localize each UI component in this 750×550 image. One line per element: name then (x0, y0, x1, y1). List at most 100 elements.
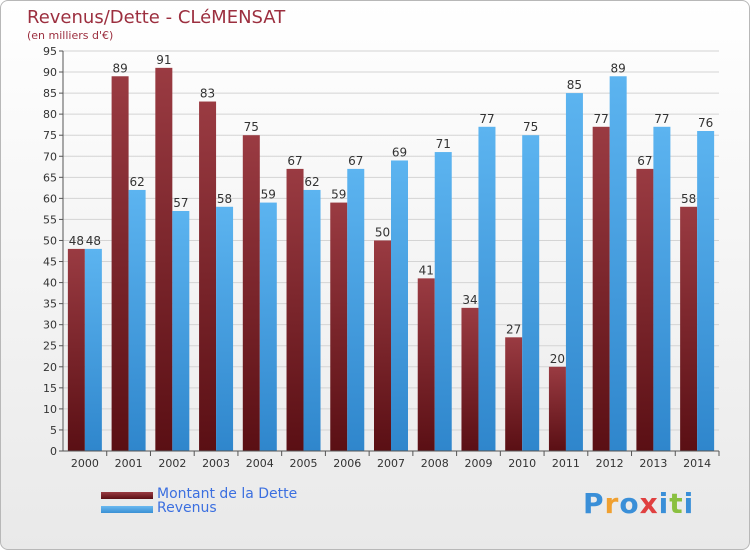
y-tick-label: 65 (43, 171, 57, 184)
data-label-revenus-2006: 67 (348, 154, 363, 168)
y-tick-label: 10 (43, 403, 57, 416)
bar-dette-2003 (199, 101, 217, 452)
legend-swatch-dette (101, 492, 153, 499)
y-tick-label: 70 (43, 150, 57, 163)
data-label-dette-2006: 59 (331, 188, 346, 202)
bar-revenus-2004 (259, 202, 277, 451)
bar-revenus-2003 (216, 206, 234, 451)
x-tick-label-2004: 2004 (246, 457, 274, 470)
bar-revenus-2009 (478, 126, 496, 451)
bar-revenus-2006 (347, 168, 365, 452)
bars (67, 67, 715, 452)
data-label-dette-2004: 75 (244, 120, 259, 134)
bar-dette-2007 (374, 240, 391, 451)
bar-revenus-2010 (522, 135, 540, 452)
chart-subtitle: (en milliers d'€) (27, 29, 114, 42)
bar-revenus-2000 (84, 248, 102, 451)
bar-revenus-2014 (697, 131, 715, 451)
bar-dette-2014 (680, 206, 698, 451)
bar-dette-2008 (417, 278, 435, 451)
x-tick-label-2013: 2013 (639, 457, 667, 470)
bar-revenus-2012 (609, 76, 627, 452)
bar-dette-2001 (111, 76, 129, 452)
data-label-revenus-2005: 62 (304, 175, 319, 189)
x-tick-label-2000: 2000 (71, 457, 99, 470)
x-tick-label-2005: 2005 (290, 457, 318, 470)
data-label-revenus-2007: 69 (392, 145, 407, 159)
y-tick-label: 35 (43, 298, 57, 311)
logo-letter: x (639, 487, 659, 520)
y-tick-label: 5 (50, 424, 57, 437)
x-tick-label-2002: 2002 (158, 457, 186, 470)
data-label-dette-2014: 58 (681, 192, 696, 206)
logo-letter: P (583, 487, 605, 520)
legend-label-revenus: Revenus (157, 500, 217, 516)
x-tick-label-2007: 2007 (377, 457, 405, 470)
data-label-revenus-2004: 59 (261, 188, 276, 202)
data-label-dette-2009: 34 (462, 293, 477, 307)
data-label-dette-2007: 50 (375, 225, 390, 239)
data-label-revenus-2002: 57 (173, 196, 188, 210)
data-label-revenus-2012: 89 (611, 61, 626, 75)
axes: 0 5 10 15 20 25 30 35 40 45 50 55 60 65 70 75 80 85 90 95 20… (43, 45, 720, 470)
bar-revenus-2008 (434, 152, 452, 452)
x-tick-label-2001: 2001 (115, 457, 143, 470)
data-label-revenus-2010: 75 (523, 120, 538, 134)
y-tick-label: 95 (43, 45, 57, 58)
y-tick-label: 25 (43, 340, 57, 353)
y-tick-label: 90 (43, 66, 57, 79)
logo-letter: t (669, 487, 684, 520)
data-label-dette-2011: 20 (550, 352, 565, 366)
logo-letter: i (683, 487, 695, 520)
data-label-revenus-2000: 48 (86, 234, 101, 248)
y-tick-label: 15 (43, 382, 57, 395)
y-tick-label: 20 (43, 361, 57, 374)
data-label-revenus-2014: 76 (698, 116, 713, 130)
data-label-revenus-2008: 71 (436, 137, 451, 151)
data-label-revenus-2013: 77 (654, 112, 669, 126)
bar-dette-2002 (155, 67, 173, 451)
legend-label-dette: Montant de la Dette (157, 486, 298, 502)
y-tick-label: 30 (43, 319, 57, 332)
y-tick-label: 80 (43, 108, 57, 121)
data-label-dette-2003: 83 (200, 87, 215, 101)
bar-revenus-2005 (303, 189, 321, 451)
data-label-dette-2000: 48 (69, 234, 84, 248)
data-label-revenus-2009: 77 (479, 112, 494, 126)
data-label-dette-2001: 89 (112, 61, 127, 75)
bar-dette-2004 (242, 135, 260, 452)
bar-dette-2012 (592, 126, 610, 451)
bar-dette-2000 (67, 248, 85, 451)
chart-title: Revenus/Dette - CLéMENSAT (27, 7, 286, 28)
data-label-dette-2002: 91 (156, 53, 171, 67)
y-tick-label: 75 (43, 129, 57, 142)
x-tick-label-2008: 2008 (421, 457, 449, 470)
bar-dette-2005 (286, 168, 304, 452)
data-label-dette-2012: 77 (594, 112, 609, 126)
bar-revenus-2007 (391, 160, 408, 451)
data-label-revenus-2003: 58 (217, 192, 232, 206)
bar-revenus-2013 (653, 126, 671, 451)
y-tick-label: 85 (43, 87, 57, 100)
data-label-revenus-2011: 85 (567, 78, 582, 92)
bar-dette-2011 (548, 366, 566, 451)
y-tick-label: 55 (43, 213, 57, 226)
x-tick-label-2012: 2012 (596, 457, 624, 470)
bar-dette-2006 (330, 202, 348, 451)
bar-dette-2010 (505, 337, 523, 451)
proxiti-logo: Proxiti (583, 487, 694, 520)
logo-letter: o (619, 487, 640, 520)
x-tick-label-2009: 2009 (464, 457, 492, 470)
data-label-dette-2013: 67 (637, 154, 652, 168)
x-tick-label-2010: 2010 (508, 457, 536, 470)
x-tick-label-2011: 2011 (552, 457, 580, 470)
data-label-revenus-2001: 62 (129, 175, 144, 189)
y-tick-label: 0 (50, 445, 57, 458)
legend-swatch-revenus (101, 506, 153, 513)
bar-dette-2009 (461, 307, 479, 451)
bar-revenus-2001 (128, 189, 146, 451)
y-tick-label: 45 (43, 256, 57, 269)
data-label-dette-2010: 27 (506, 322, 521, 336)
